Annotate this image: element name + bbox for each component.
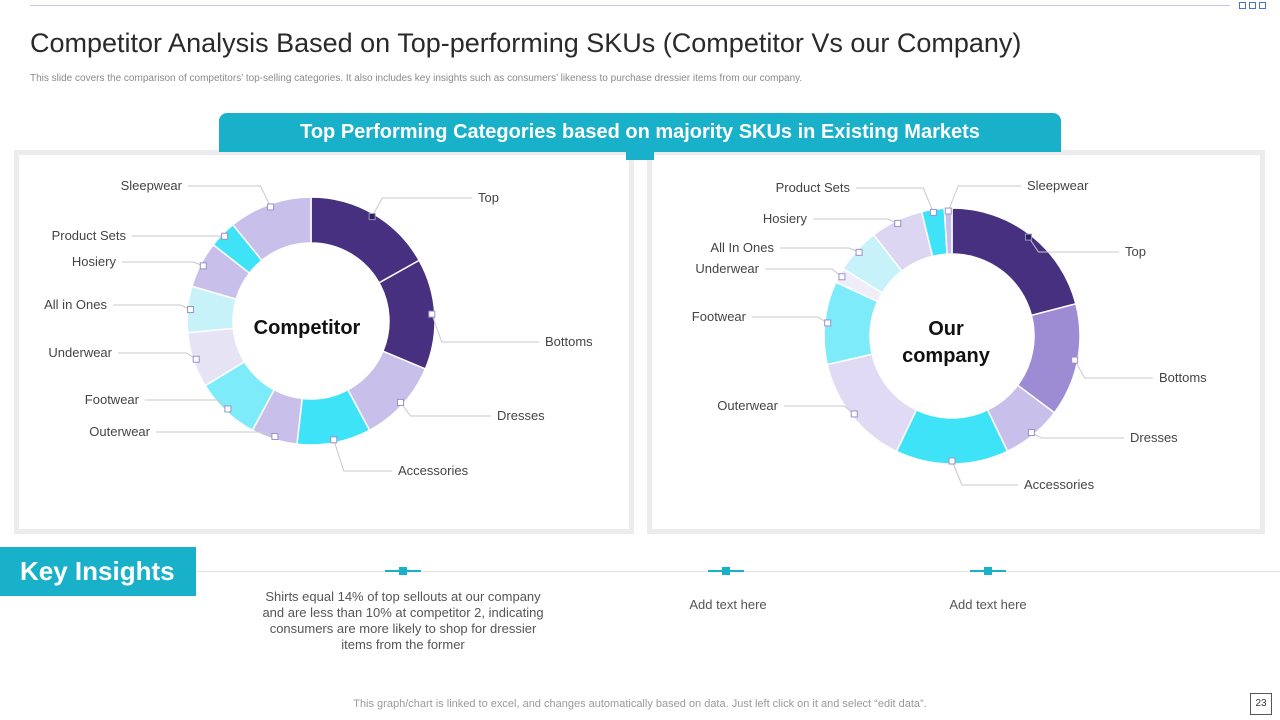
slice-marker	[187, 306, 195, 314]
slice-marker	[944, 207, 952, 215]
slice-marker	[267, 203, 275, 211]
insight-text-2: Add text here	[689, 597, 767, 612]
banner-notch	[626, 152, 654, 160]
leader-line	[752, 316, 828, 324]
footer-note: This graph/chart is linked to excel, and…	[353, 698, 927, 710]
section-banner: Top Performing Categories based on major…	[219, 113, 1061, 152]
slice-label: Outerwear	[717, 398, 778, 413]
donut-center-label: company	[902, 345, 991, 367]
slice-label: Dresses	[497, 408, 545, 423]
page-number: 23	[1250, 693, 1272, 715]
key-insights-heading: Key Insights	[0, 547, 196, 596]
slice-label: Accessories	[398, 463, 469, 478]
page-subtitle: This slide covers the comparison of comp…	[30, 73, 803, 84]
leader-line	[118, 352, 197, 360]
slice-label: Product Sets	[776, 180, 851, 195]
leader-line	[431, 313, 539, 343]
slice-marker	[428, 310, 436, 318]
slice-label: Top	[1125, 244, 1146, 259]
slice-label: Underwear	[695, 261, 759, 276]
corner-square	[1239, 2, 1246, 9]
donut-slice-outerwear[interactable]	[826, 353, 918, 453]
leader-line	[813, 218, 898, 224]
slice-marker	[929, 208, 937, 216]
slice-label: Sleepwear	[121, 178, 183, 193]
slice-marker	[397, 398, 405, 406]
slice-label: Footwear	[692, 309, 747, 324]
leader-line	[122, 261, 204, 267]
slice-marker	[838, 273, 846, 281]
leader-line	[1074, 359, 1153, 379]
leader-line	[765, 268, 843, 278]
leader-line	[780, 247, 860, 253]
corner-square	[1249, 2, 1256, 9]
slice-marker	[199, 262, 207, 270]
donut-slice-sleepwear[interactable]	[231, 196, 312, 262]
top-divider	[30, 5, 1230, 6]
page-title: Competitor Analysis Based on Top-perform…	[30, 28, 1022, 58]
slice-label: Accessories	[1024, 477, 1095, 492]
donut-center-label: Competitor	[254, 317, 361, 339]
slice-label: Outerwear	[89, 424, 150, 439]
slice-label: All In Ones	[710, 240, 774, 255]
corner-square	[1259, 2, 1266, 9]
leader-line	[1031, 432, 1124, 439]
leader-line	[1028, 236, 1119, 253]
insight-marker	[970, 567, 1006, 575]
slice-label: Sleepwear	[1027, 178, 1089, 193]
slice-marker	[368, 213, 376, 221]
slice-marker	[948, 457, 956, 465]
leader-line	[145, 399, 229, 410]
leader-line	[947, 185, 1021, 212]
slice-label: All in Ones	[44, 297, 107, 312]
insight-marker	[708, 567, 744, 575]
slice-marker	[824, 319, 832, 327]
slice-marker	[271, 432, 279, 440]
slice-marker	[855, 248, 863, 256]
slice-label: Hosiery	[763, 211, 808, 226]
slice-label: Top	[478, 190, 499, 205]
slice-label: Underwear	[48, 345, 112, 360]
slice-label: Hosiery	[72, 254, 117, 269]
slice-marker	[1027, 429, 1035, 437]
slice-label: Dresses	[1130, 430, 1178, 445]
slice-marker	[1024, 233, 1032, 241]
slice-marker	[850, 410, 858, 418]
slice-label: Bottoms	[545, 334, 593, 349]
insight-marker	[385, 567, 421, 575]
leader-line	[400, 402, 491, 417]
slice-label: Bottoms	[1159, 370, 1207, 385]
insight-text-3: Add text here	[949, 597, 1027, 612]
slice-marker	[330, 436, 338, 444]
slice-marker	[1071, 356, 1079, 364]
leader-line	[951, 460, 1018, 486]
slice-label: Product Sets	[52, 228, 127, 243]
donut-center-label: Our	[928, 318, 964, 340]
leader-line	[856, 187, 934, 213]
leader-line	[784, 405, 855, 415]
slice-marker	[224, 405, 232, 413]
leader-line	[333, 439, 392, 472]
donut-slice-top[interactable]	[951, 207, 1077, 317]
leader-line	[113, 304, 191, 311]
slice-marker	[894, 219, 902, 227]
corner-decoration	[1239, 2, 1266, 9]
insight-text-1: Shirts equal 14% of top sellouts at our …	[262, 589, 544, 652]
leader-line	[188, 185, 272, 208]
slice-marker	[192, 355, 200, 363]
slice-label: Footwear	[85, 392, 140, 407]
leader-line	[371, 197, 472, 217]
slice-marker	[221, 232, 229, 240]
